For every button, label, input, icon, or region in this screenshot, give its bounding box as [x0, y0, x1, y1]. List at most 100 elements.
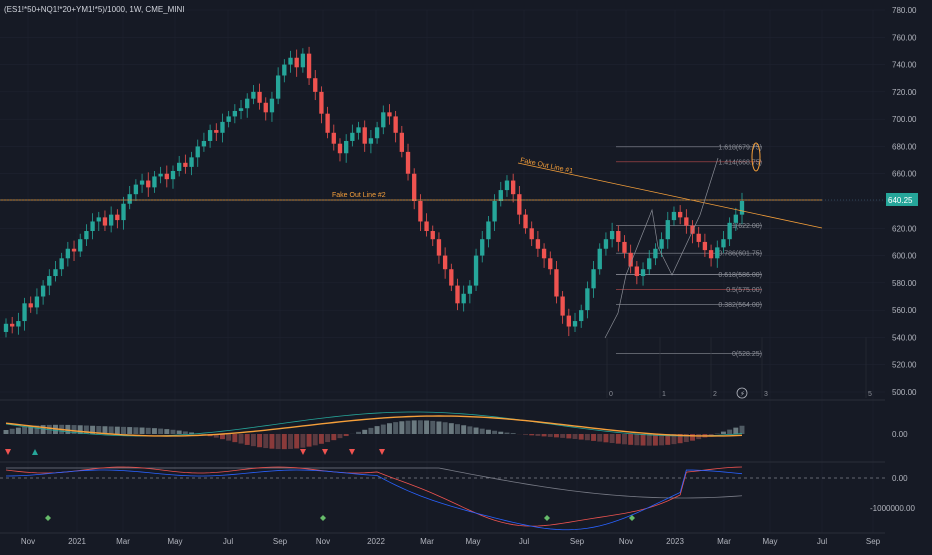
macd-histogram-bar	[628, 434, 633, 445]
macd-histogram-bar	[109, 426, 114, 434]
time-tick-label: Jul	[817, 537, 827, 546]
macd-histogram-bar	[331, 434, 336, 440]
macd-histogram-bar	[381, 425, 386, 434]
macd-histogram-bar	[158, 429, 163, 434]
candle-body	[591, 269, 595, 288]
candle-body	[16, 321, 20, 326]
macd-histogram-bar	[535, 434, 540, 436]
macd-histogram-bar	[498, 432, 503, 434]
candle-body	[678, 212, 682, 217]
candle-body	[449, 269, 453, 285]
candle-body	[177, 163, 181, 171]
candle-body	[616, 231, 620, 242]
macd-histogram-bar	[467, 426, 472, 434]
candle-body	[214, 130, 218, 133]
macd-histogram-bar	[406, 421, 411, 434]
macd-histogram-bar	[511, 433, 516, 434]
candle-body	[140, 181, 144, 185]
macd-histogram-bar	[560, 434, 565, 438]
candle-body	[492, 201, 496, 221]
macd-histogram-bar	[436, 421, 441, 434]
price-tick-label: 740.00	[892, 61, 917, 70]
time-tick-label: Sep	[273, 537, 288, 546]
candle-body	[134, 185, 138, 195]
macd-histogram-bar	[245, 434, 250, 445]
candle-body	[455, 286, 459, 304]
macd-histogram-bar	[368, 428, 373, 434]
time-tick-label: Mar	[420, 537, 434, 546]
sell-signal-marker	[349, 449, 355, 455]
macd-histogram-bar	[492, 431, 497, 434]
macd-histogram-bar	[690, 434, 695, 441]
candle-body	[709, 250, 713, 258]
candle-body	[4, 324, 8, 332]
macd-histogram-bar	[573, 434, 578, 439]
annotation-fake-out-line-1: Fake Out Line #1	[520, 157, 574, 175]
macd-histogram-bar	[548, 434, 553, 437]
candle-body	[226, 116, 230, 121]
candle-body	[338, 144, 342, 154]
candle-body	[474, 256, 478, 286]
macd-histogram-bar	[16, 428, 21, 434]
candle-body	[319, 92, 323, 114]
time-tick-label: May	[167, 537, 182, 546]
buy-signal-marker	[32, 449, 38, 455]
candle-body	[548, 258, 552, 269]
macd-histogram-bar	[449, 423, 454, 434]
macd-histogram-bar	[375, 426, 380, 434]
candle-body	[202, 141, 206, 146]
time-tick-label: Mar	[717, 537, 731, 546]
macd-histogram-bar	[418, 420, 423, 434]
macd-histogram-bar	[461, 425, 466, 434]
candle-body	[128, 194, 132, 204]
candle-body	[84, 231, 88, 239]
candle-body	[171, 171, 175, 179]
macd-histogram-bar	[399, 421, 404, 434]
macd-histogram-bar	[171, 430, 176, 434]
macd-histogram-bar	[183, 431, 188, 434]
fib-level-label: 1.618(679.75)	[718, 144, 762, 151]
time-tick-label: 2022	[367, 537, 385, 546]
candle-body	[393, 116, 397, 132]
macd-histogram-bar	[127, 427, 132, 434]
candle-body	[282, 65, 286, 76]
candle-body	[462, 294, 466, 304]
macd-histogram-bar	[721, 432, 726, 434]
candle-body	[356, 127, 360, 132]
macd-histogram-bar	[282, 434, 287, 449]
sell-signal-marker	[379, 449, 385, 455]
candle-body	[703, 242, 707, 250]
candle-body	[344, 141, 348, 153]
macd-histogram-bar	[480, 429, 485, 434]
time-tick-label: 2021	[68, 537, 86, 546]
macd-histogram-bar	[356, 432, 361, 434]
macd-histogram-bar	[622, 434, 627, 444]
time-tick-label: 2023	[666, 537, 684, 546]
price-tick-label: 680.00	[892, 142, 917, 151]
fib-level-label: 0.382(564.00)	[718, 302, 762, 309]
time-tick-label: Sep	[570, 537, 585, 546]
time-tick-label: Nov	[619, 537, 633, 546]
macd-histogram-bar	[319, 434, 324, 444]
time-tick-label: Jul	[519, 537, 529, 546]
price-tick-label: 760.00	[892, 33, 917, 42]
candle-body	[115, 215, 119, 220]
candle-body	[523, 215, 527, 229]
candle-body	[499, 190, 503, 201]
candle-body	[257, 92, 261, 103]
candle-body	[536, 239, 540, 249]
fib-level-label: 0.5(575.00)	[726, 287, 762, 294]
candle-body	[610, 231, 614, 239]
time-tick-label: May	[465, 537, 480, 546]
macd-histogram-bar	[529, 434, 534, 435]
macd-histogram-bar	[653, 434, 658, 446]
macd-histogram-bar	[393, 422, 398, 434]
macd-histogram-bar	[251, 434, 256, 446]
candle-body	[734, 215, 738, 223]
candle-body	[239, 108, 243, 111]
time-tick-label: Mar	[116, 537, 130, 546]
osc-low-label: -1000000.00	[870, 504, 915, 513]
